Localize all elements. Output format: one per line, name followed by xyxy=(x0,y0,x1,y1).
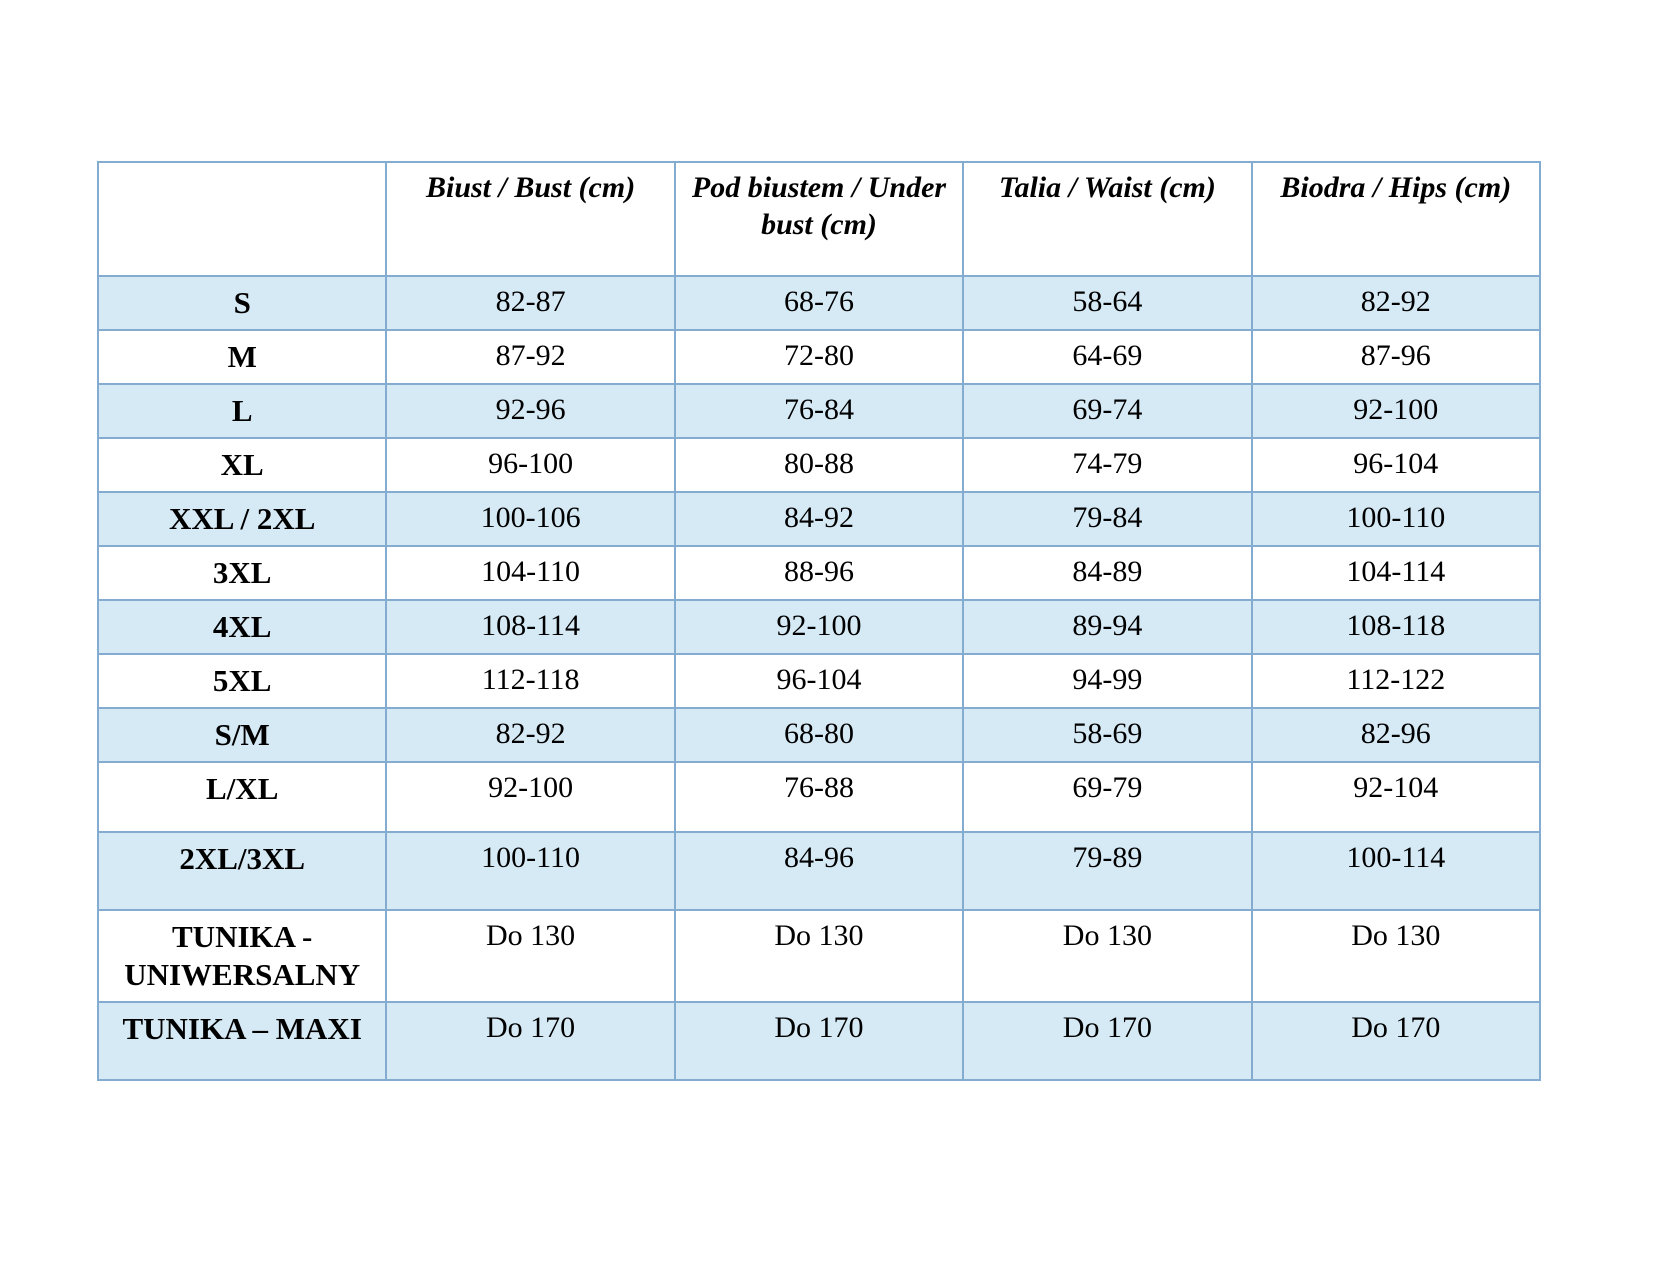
size-chart-table: Biust / Bust (cm) Pod biustem / Under bus… xyxy=(96,161,1542,1081)
measurement-value: 112-118 xyxy=(385,653,676,709)
table-row: 5XL 112-118 96-104 94-99 112-122 xyxy=(96,653,1542,709)
measurement-value: 84-96 xyxy=(673,831,965,911)
measurement-value: 94-99 xyxy=(962,653,1253,709)
size-label: 2XL/3XL xyxy=(96,831,388,911)
measurement-value: 69-79 xyxy=(962,761,1253,833)
size-label: XL xyxy=(96,437,388,493)
column-header: Pod biustem / Under bust (cm) xyxy=(673,161,965,277)
measurement-value: 64-69 xyxy=(962,329,1253,385)
size-label: L xyxy=(96,383,388,439)
measurement-value: 100-114 xyxy=(1250,831,1542,911)
measurement-value: Do 170 xyxy=(962,1001,1253,1081)
measurement-value: 58-69 xyxy=(962,707,1253,763)
measurement-value: 96-100 xyxy=(385,437,676,493)
size-label: XXL / 2XL xyxy=(96,491,388,547)
measurement-value: Do 130 xyxy=(673,909,965,1003)
table-row: TUNIKA - UNIWERSALNY Do 130 Do 130 Do 130 Do… xyxy=(96,909,1542,1003)
measurement-value: 68-80 xyxy=(673,707,965,763)
measurement-value: 68-76 xyxy=(673,275,965,331)
size-chart-body: S 82-87 68-76 58-64 82-92 M 87-92 72-80 64-69 87-… xyxy=(96,275,1542,1081)
measurement-value: 104-114 xyxy=(1250,545,1542,601)
measurement-value: 96-104 xyxy=(673,653,965,709)
measurement-value: 69-74 xyxy=(962,383,1253,439)
measurement-value: 88-96 xyxy=(673,545,965,601)
table-row: XL 96-100 80-88 74-79 96-104 xyxy=(96,437,1542,493)
size-label: S/M xyxy=(96,707,388,763)
measurement-value: 92-104 xyxy=(1250,761,1542,833)
measurement-value: 76-84 xyxy=(673,383,965,439)
measurement-value: 92-100 xyxy=(1250,383,1542,439)
measurement-value: 87-96 xyxy=(1250,329,1542,385)
measurement-value: 100-110 xyxy=(1250,491,1542,547)
table-row: L 92-96 76-84 69-74 92-100 xyxy=(96,383,1542,439)
measurement-value: 72-80 xyxy=(673,329,965,385)
measurement-value: 87-92 xyxy=(385,329,676,385)
measurement-value: Do 130 xyxy=(385,909,676,1003)
measurement-value: Do 170 xyxy=(385,1001,676,1081)
measurement-value: 112-122 xyxy=(1250,653,1542,709)
measurement-value: 82-96 xyxy=(1250,707,1542,763)
measurement-value: 100-106 xyxy=(385,491,676,547)
measurement-value: 92-100 xyxy=(385,761,676,833)
table-row: S 82-87 68-76 58-64 82-92 xyxy=(96,275,1542,331)
column-header: Talia / Waist (cm) xyxy=(962,161,1253,277)
size-label: TUNIKA – MAXI xyxy=(96,1001,388,1081)
measurement-value: 82-87 xyxy=(385,275,676,331)
table-row: XXL / 2XL 100-106 84-92 79-84 100-110 xyxy=(96,491,1542,547)
measurement-value: 100-110 xyxy=(385,831,676,911)
table-row: S/M 82-92 68-80 58-69 82-96 xyxy=(96,707,1542,763)
measurement-value: 104-110 xyxy=(385,545,676,601)
measurement-value: 84-92 xyxy=(673,491,965,547)
table-row: M 87-92 72-80 64-69 87-96 xyxy=(96,329,1542,385)
measurement-value: 96-104 xyxy=(1250,437,1542,493)
column-header: Biodra / Hips (cm) xyxy=(1250,161,1542,277)
measurement-value: 76-88 xyxy=(673,761,965,833)
measurement-value: Do 130 xyxy=(1250,909,1542,1003)
measurement-value: 80-88 xyxy=(673,437,965,493)
measurement-value: Do 170 xyxy=(1250,1001,1542,1081)
size-label: 3XL xyxy=(96,545,388,601)
header-row: Biust / Bust (cm) Pod biustem / Under bus… xyxy=(96,161,1542,277)
size-label: L/XL xyxy=(96,761,388,833)
size-label: TUNIKA - UNIWERSALNY xyxy=(96,909,388,1003)
column-header: Biust / Bust (cm) xyxy=(385,161,676,277)
table-row: 4XL 108-114 92-100 89-94 108-118 xyxy=(96,599,1542,655)
measurement-value: 74-79 xyxy=(962,437,1253,493)
measurement-value: 82-92 xyxy=(1250,275,1542,331)
measurement-value: 89-94 xyxy=(962,599,1253,655)
size-label: S xyxy=(96,275,388,331)
size-label: 5XL xyxy=(96,653,388,709)
measurement-value: 79-89 xyxy=(962,831,1253,911)
table-row: 3XL 104-110 88-96 84-89 104-114 xyxy=(96,545,1542,601)
size-label: 4XL xyxy=(96,599,388,655)
measurement-value: Do 170 xyxy=(673,1001,965,1081)
measurement-value: 79-84 xyxy=(962,491,1253,547)
measurement-value: 108-118 xyxy=(1250,599,1542,655)
size-label: M xyxy=(96,329,388,385)
table-row: 2XL/3XL 100-110 84-96 79-89 100-114 xyxy=(96,831,1542,911)
corner-header-cell xyxy=(96,161,388,277)
measurement-value: Do 130 xyxy=(962,909,1253,1003)
measurement-value: 92-100 xyxy=(673,599,965,655)
table-row: L/XL 92-100 76-88 69-79 92-104 xyxy=(96,761,1542,833)
measurement-value: 82-92 xyxy=(385,707,676,763)
measurement-value: 58-64 xyxy=(962,275,1253,331)
table-row: TUNIKA – MAXI Do 170 Do 170 Do 170 Do 170 xyxy=(96,1001,1542,1081)
measurement-value: 92-96 xyxy=(385,383,676,439)
measurement-value: 108-114 xyxy=(385,599,676,655)
measurement-value: 84-89 xyxy=(962,545,1253,601)
